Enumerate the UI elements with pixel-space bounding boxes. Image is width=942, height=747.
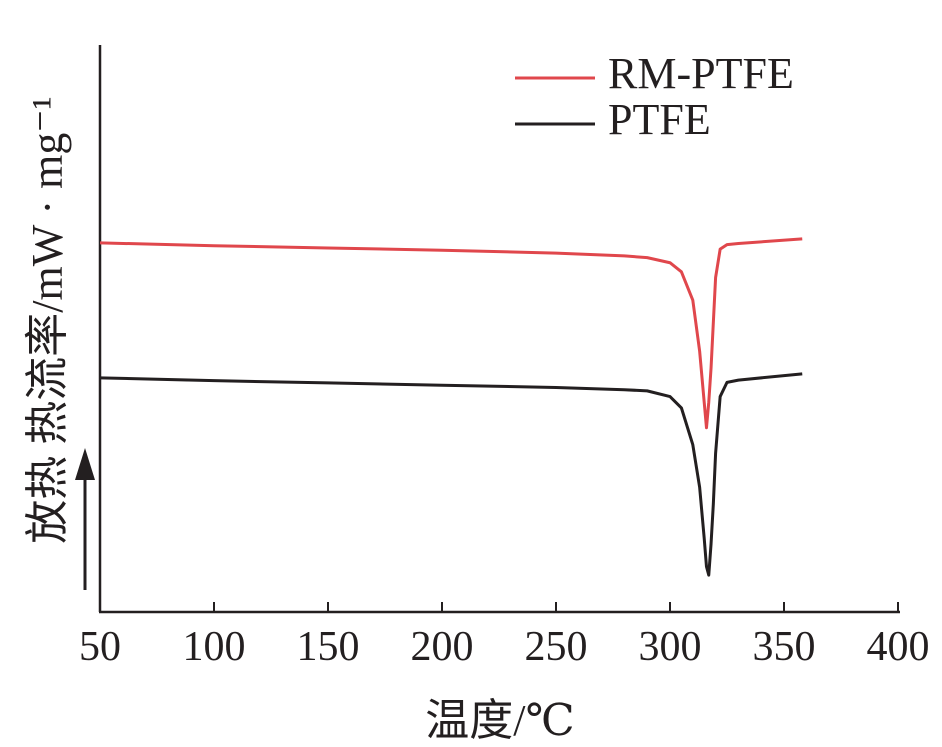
legend-label: RM-PTFE: [608, 49, 794, 98]
y-axis-label: 放热 热流率/mW · mg⁻¹: [23, 96, 72, 543]
x-tick-label: 200: [411, 624, 474, 670]
data-line: [99, 237, 803, 430]
x-tick-label: 150: [297, 624, 360, 670]
x-tick-label: 250: [525, 624, 588, 670]
x-tick-label: 400: [867, 624, 930, 670]
x-tick-label: 50: [79, 624, 121, 670]
data-line: [99, 372, 803, 577]
arrow-head: [75, 448, 95, 480]
x-tick-label: 100: [183, 624, 246, 670]
legend-label: PTFE: [608, 95, 711, 144]
x-tick-label: 300: [639, 624, 702, 670]
x-tick-label: 350: [753, 624, 816, 670]
x-axis-label: 温度/℃: [425, 696, 574, 745]
